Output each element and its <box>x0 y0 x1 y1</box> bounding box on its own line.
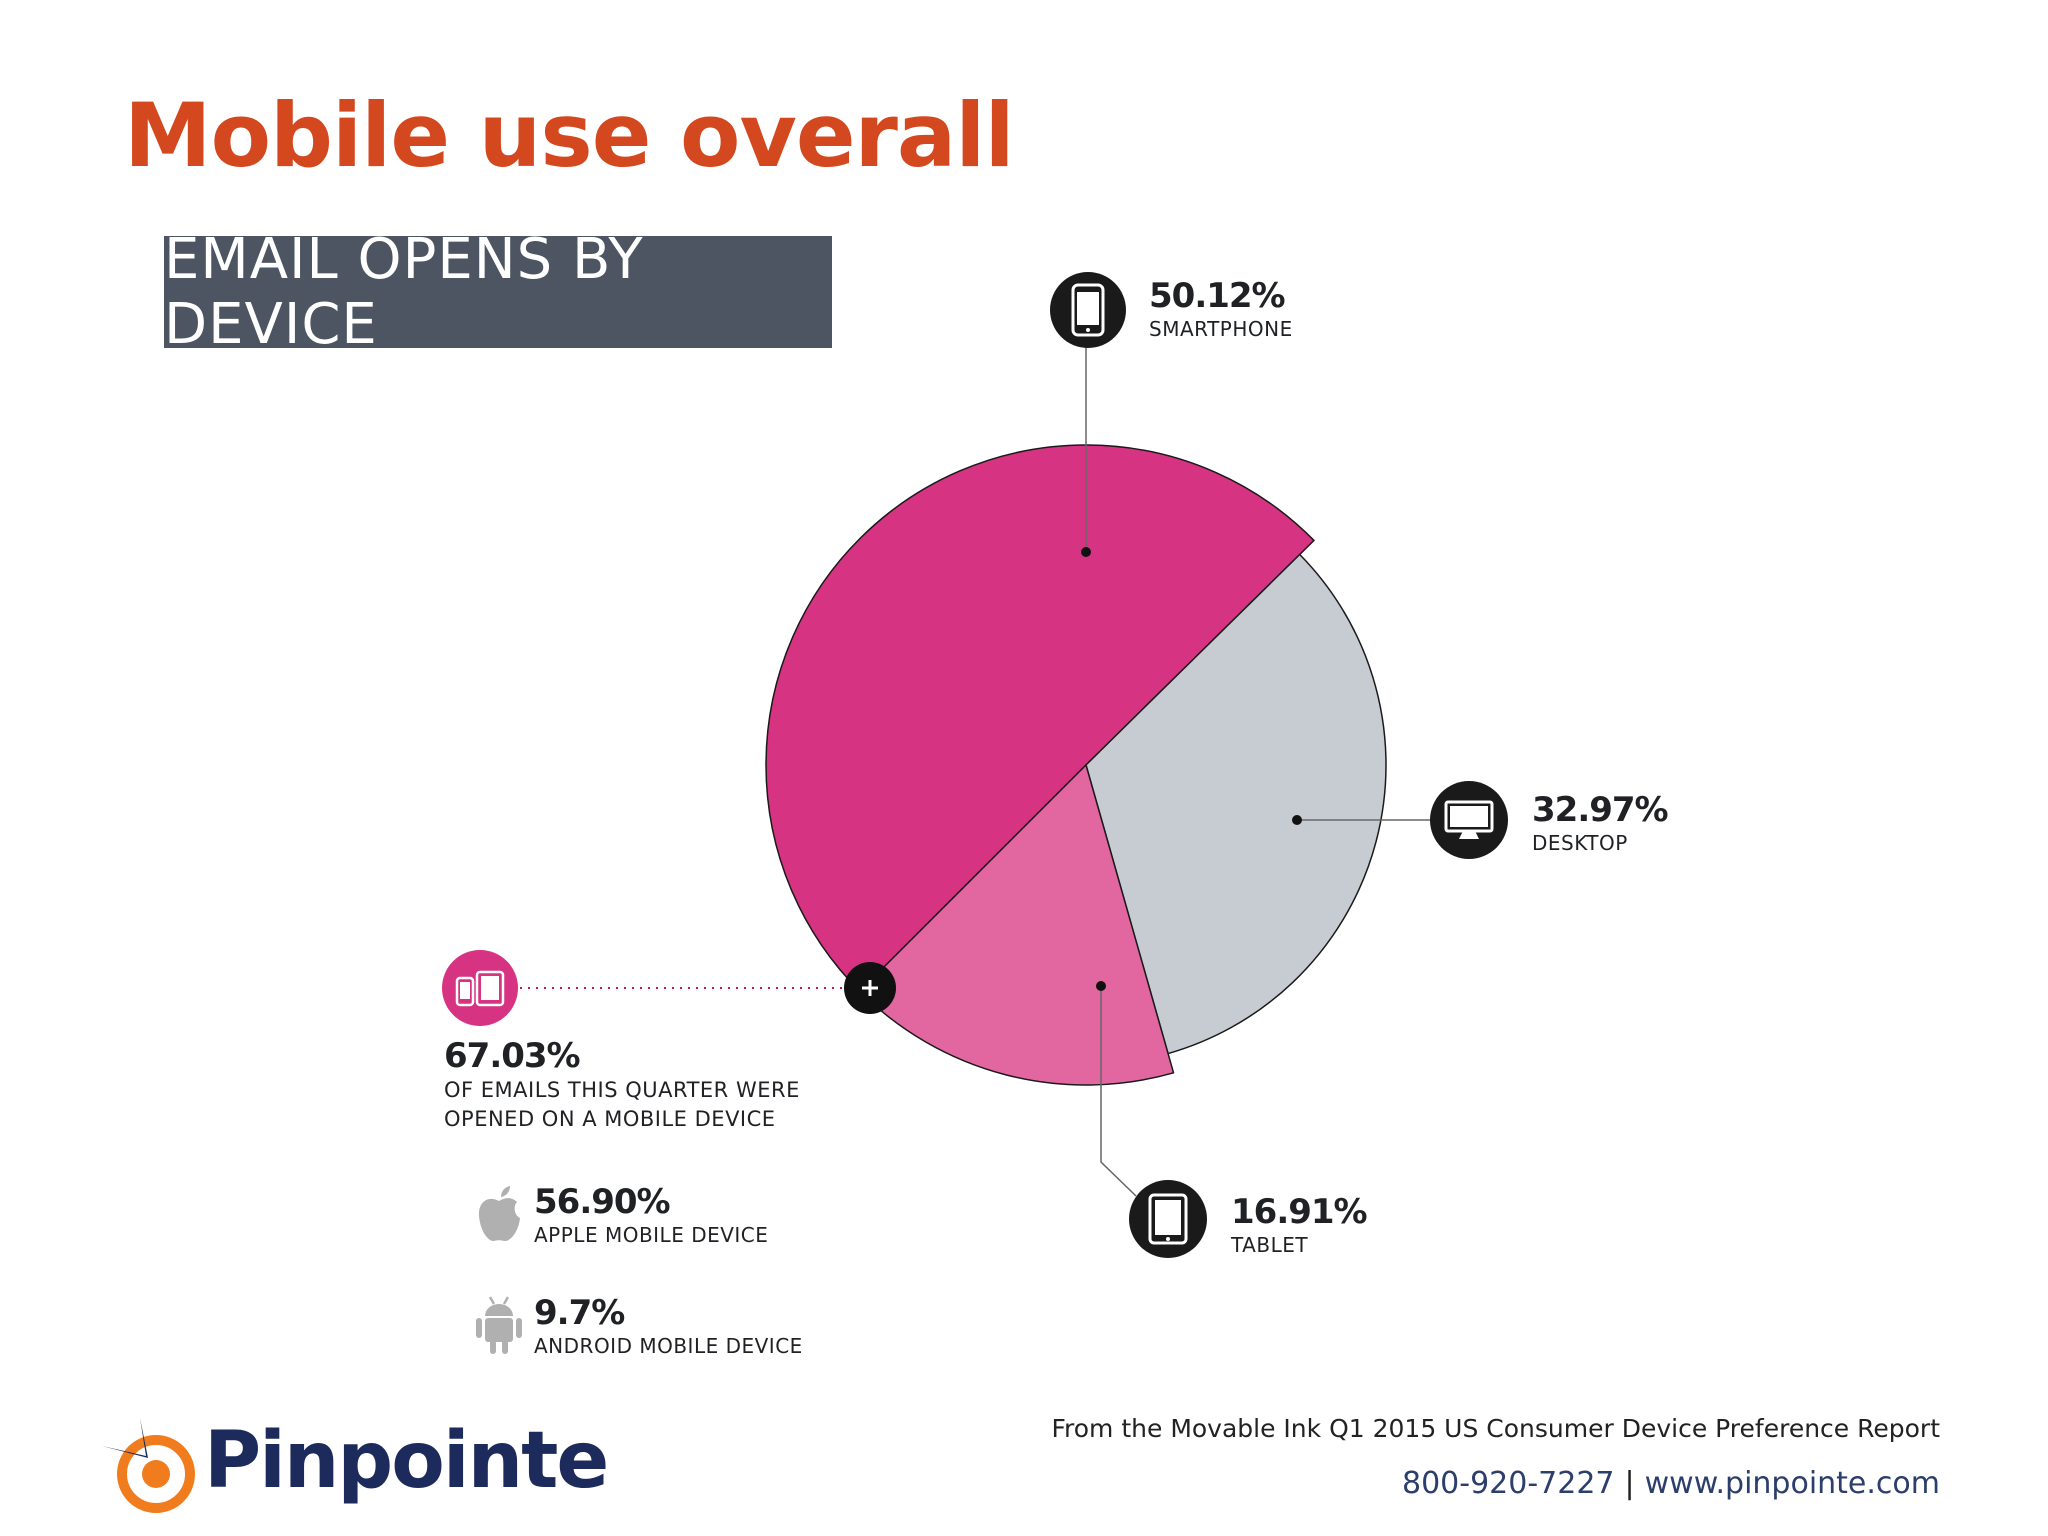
smartphone-icon <box>1050 272 1126 348</box>
apple-stat: 56.90% APPLE MOBILE DEVICE <box>534 1182 768 1248</box>
callout-desktop: 32.97% DESKTOP <box>1532 790 1669 856</box>
leader-dot-desktop <box>1292 815 1302 825</box>
desktop-percent: 32.97% <box>1532 790 1669 830</box>
android-percent: 9.7% <box>534 1293 625 1333</box>
callout-smartphone: 50.12% SMARTPHONE <box>1149 276 1293 342</box>
desktop-icon <box>1430 781 1508 859</box>
chart-subtitle: EMAIL OPENS BY DEVICE <box>164 227 832 357</box>
mobile-percent: 67.03% <box>444 1036 581 1076</box>
source-note: From the Movable Ink Q1 2015 US Consumer… <box>1051 1414 1940 1443</box>
mobile-summary-line1: OF EMAILS THIS QUARTER WERE <box>444 1078 800 1102</box>
page-title: Mobile use overall <box>124 84 1015 187</box>
desktop-label: DESKTOP <box>1532 831 1628 855</box>
pinpointe-logo: Pinpointe <box>100 1408 609 1518</box>
tablet-label: TABLET <box>1231 1233 1309 1257</box>
pie-slice-tablet <box>858 764 1175 1086</box>
phone-number: 800-920-7227 <box>1402 1466 1615 1501</box>
callout-tablet: 16.91% TABLET <box>1231 1192 1368 1258</box>
mobile-plus-marker <box>844 962 896 1014</box>
smartphone-percent: 50.12% <box>1149 276 1286 316</box>
mobile-summary: 67.03% OF EMAILS THIS QUARTER WERE OPENE… <box>444 1036 864 1134</box>
leader-dot-tablet <box>1096 981 1106 991</box>
mobile-summary-line2: OPENED ON A MOBILE DEVICE <box>444 1107 776 1131</box>
contact-line: 800-920-7227 | www.pinpointe.com <box>1402 1466 1940 1501</box>
pie-slice-desktop <box>1085 553 1387 1055</box>
leader-dot-smartphone <box>1081 547 1091 557</box>
tablet-percent: 16.91% <box>1231 1192 1368 1232</box>
android-icon <box>474 1294 524 1361</box>
android-label: ANDROID MOBILE DEVICE <box>534 1334 803 1358</box>
smartphone-label: SMARTPHONE <box>1149 317 1293 341</box>
contact-separator: | <box>1624 1466 1635 1501</box>
android-stat: 9.7% ANDROID MOBILE DEVICE <box>534 1293 803 1359</box>
leader-line-tablet <box>1100 986 1137 1197</box>
logo-text: Pinpointe <box>204 1416 609 1506</box>
apple-percent: 56.90% <box>534 1182 671 1222</box>
tablet-icon <box>1129 1180 1207 1258</box>
mobile-devices-icon <box>442 950 518 1026</box>
pie-slice-smartphone <box>765 444 1315 993</box>
website-link[interactable]: www.pinpointe.com <box>1644 1466 1940 1501</box>
pinpointe-logo-icon <box>102 1418 195 1513</box>
apple-label: APPLE MOBILE DEVICE <box>534 1223 769 1247</box>
apple-icon <box>474 1184 524 1249</box>
